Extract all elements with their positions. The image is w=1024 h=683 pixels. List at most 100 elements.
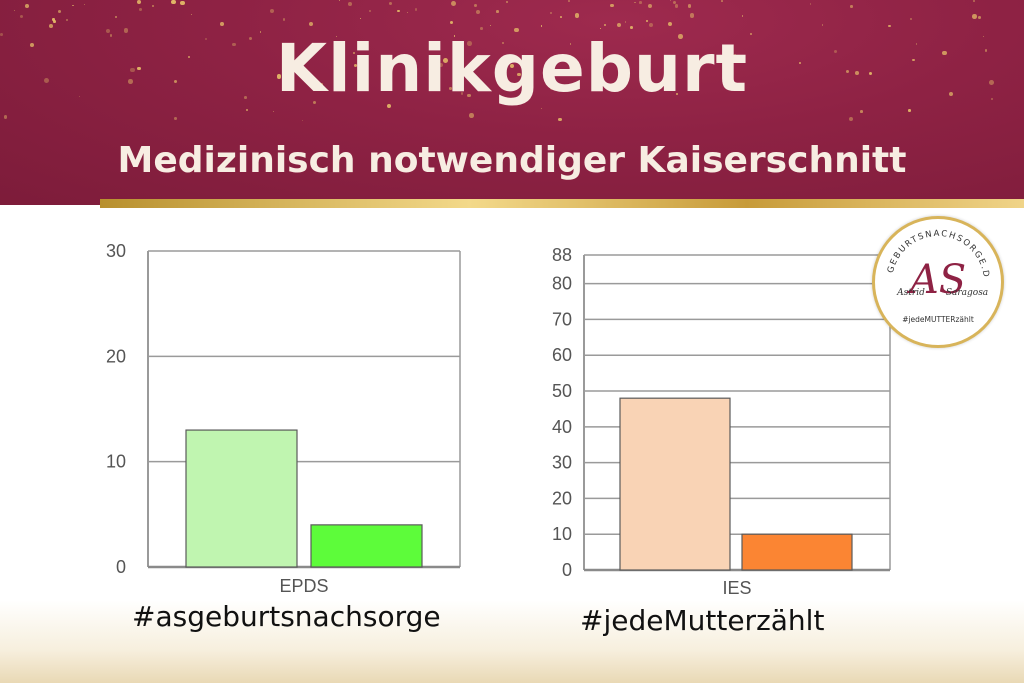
sparkle (560, 16, 562, 18)
sparkle (24, 4, 29, 8)
sparkle (65, 18, 68, 21)
sparkle (742, 15, 744, 17)
bar-ies-2 (741, 533, 853, 571)
sparkle (540, 107, 543, 110)
sparkle (603, 24, 606, 27)
sparkle (282, 45, 285, 48)
sparkle (624, 21, 627, 23)
sparkle (273, 110, 275, 112)
sparkle (848, 116, 853, 121)
sparkle (676, 93, 679, 96)
y-tick-label: 0 (116, 557, 126, 577)
x-category-label: EPDS (279, 576, 328, 596)
sparkle (171, 0, 176, 5)
sparkle (469, 112, 474, 118)
sparkle (514, 27, 519, 33)
sparkle (386, 103, 391, 108)
sparkle (123, 27, 129, 33)
sparkle (467, 93, 471, 98)
sparkle (360, 18, 362, 20)
sparkle (942, 50, 947, 55)
sparkle (984, 49, 988, 52)
sparkle (690, 13, 695, 18)
sparkle (629, 26, 633, 30)
sparkle (109, 34, 113, 37)
sparkle (809, 3, 812, 5)
sparkle (645, 20, 648, 23)
sparkle (502, 42, 504, 44)
sparkle (600, 56, 604, 60)
sparkle (397, 9, 400, 13)
sparkle (978, 15, 981, 19)
bar-ies-1 (619, 397, 731, 571)
sparkle (750, 33, 752, 36)
sparkle (949, 91, 954, 96)
sparkle (338, 0, 340, 2)
sparkle (174, 116, 178, 120)
y-tick-label: 30 (106, 241, 126, 261)
sparkle (139, 8, 143, 11)
sparkle (476, 9, 481, 15)
sparkle (673, 1, 677, 5)
sparkle (152, 4, 155, 7)
hashtag-right: #jedeMutterzählt (580, 604, 825, 637)
sparkle (0, 32, 3, 36)
sparkle (821, 24, 824, 26)
page-subtitle: Medizinisch notwendiger Kaiserschnitt (117, 140, 907, 181)
logo-hashtag: #jedeMUTTERzählt (902, 315, 974, 324)
sparkle (982, 36, 984, 38)
sparkle (467, 41, 472, 46)
sparkle (989, 80, 994, 85)
sparkle (462, 69, 465, 72)
sparkle (48, 24, 53, 29)
sparkle (353, 52, 355, 54)
sparkle (130, 67, 135, 73)
sparkle (52, 18, 55, 21)
logo-name-right: Saragosa (946, 288, 988, 298)
sparkle (850, 5, 853, 8)
sparkle (912, 58, 915, 62)
gold-divider (100, 199, 1024, 208)
sparkle (407, 12, 409, 14)
sparkle (105, 28, 110, 33)
sparkle (677, 34, 683, 39)
logo-name-left: Astrid (896, 288, 925, 298)
sparkle (868, 71, 872, 75)
sparkle (276, 74, 282, 79)
sparkle (599, 27, 602, 29)
sparkle (450, 1, 456, 7)
sparkle (128, 79, 133, 84)
y-tick-label: 20 (106, 346, 126, 366)
sparkle (908, 108, 911, 112)
logo-emblem-icon: GEBURTSNACHSORGE.DE AS Astrid Saragosa #… (872, 212, 990, 324)
sparkle (845, 70, 850, 74)
y-tick-label: 10 (552, 524, 572, 544)
y-tick-label: 10 (106, 452, 126, 472)
sparkle (301, 119, 303, 121)
sparkle (414, 8, 418, 11)
sparkle (52, 19, 56, 23)
page-title: Klinikgeburt (275, 30, 749, 107)
sparkle (368, 9, 371, 12)
sparkle (860, 110, 864, 113)
sparkle (58, 10, 62, 14)
sparkle (188, 56, 191, 59)
sparkle (449, 87, 453, 91)
sparkle (389, 1, 393, 5)
logo-monogram: AS (906, 257, 966, 303)
y-tick-label: 40 (552, 417, 572, 437)
sparkle (453, 40, 455, 42)
sparkle (496, 9, 500, 13)
sparkle (83, 3, 86, 6)
sparkle (282, 18, 286, 21)
sparkle (308, 21, 314, 27)
sparkle (19, 14, 24, 18)
sparkle (688, 4, 692, 8)
sparkle (473, 4, 477, 8)
sparkle (509, 63, 514, 68)
sparkle (220, 22, 225, 27)
sparkle (450, 20, 454, 24)
sparkle (190, 14, 192, 16)
sparkle (798, 62, 801, 64)
